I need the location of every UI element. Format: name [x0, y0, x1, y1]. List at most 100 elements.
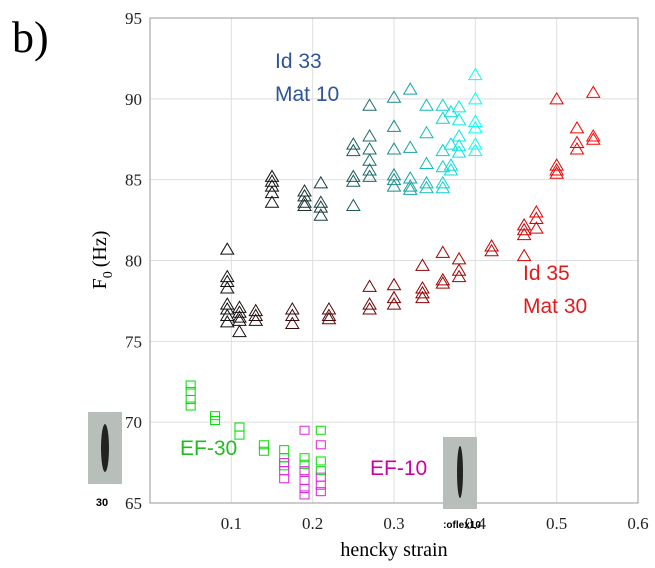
triangle-marker [248, 313, 264, 326]
triangle-marker [435, 180, 451, 194]
triangle-marker [362, 302, 377, 315]
triangle-marker [435, 159, 451, 173]
triangle-marker [467, 91, 483, 105]
square-marker [258, 446, 269, 456]
triangle-marker [402, 171, 418, 184]
triangle-marker [415, 285, 430, 299]
x-axis-label: hencky strain [340, 539, 447, 561]
triangle-marker [386, 172, 402, 186]
triangle-marker [264, 185, 280, 199]
square-marker [185, 395, 196, 405]
triangle-marker [264, 169, 280, 182]
triangle-marker [362, 279, 377, 292]
y-label-unit: (Hz) [89, 231, 111, 268]
triangle-marker [451, 112, 467, 126]
triangle-marker [443, 137, 459, 150]
triangle-marker [219, 308, 235, 321]
x-tick-label: 0.1 [221, 514, 242, 533]
triangle-marker [549, 162, 565, 176]
triangle-marker [297, 198, 312, 212]
triangle-marker [402, 182, 418, 195]
square-marker [234, 422, 245, 432]
triangle-marker [362, 162, 377, 176]
triangle-marker [415, 290, 430, 304]
triangle-marker [419, 98, 434, 111]
triangle-marker [451, 263, 467, 276]
triangle-marker [549, 166, 565, 179]
triangle-marker [313, 195, 329, 208]
triangle-marker [415, 281, 430, 294]
triangle-marker [484, 238, 499, 252]
square-marker [315, 456, 326, 466]
triangle-marker [321, 308, 337, 321]
thumbnail-caption: 30 [96, 497, 108, 509]
triangle-marker [451, 138, 467, 152]
square-marker [299, 490, 310, 500]
series-label: Id 35 [523, 262, 570, 285]
triangle-marker [232, 313, 247, 326]
triangle-marker [345, 143, 361, 157]
triangle-marker [415, 258, 430, 271]
y-tick-label: 85 [125, 171, 142, 190]
triangle-marker [516, 222, 532, 236]
triangle-marker [248, 303, 264, 317]
triangle-marker [284, 308, 300, 321]
triangle-marker [419, 125, 434, 139]
triangle-marker [362, 141, 377, 155]
square-marker [279, 453, 290, 463]
triangle-marker [435, 143, 451, 157]
triangle-marker [232, 324, 247, 338]
triangle-marker [313, 200, 329, 213]
y-tick-label: 65 [125, 494, 142, 513]
triangle-marker [284, 302, 300, 315]
thumbnail-caption: :oflex10 [443, 520, 481, 531]
triangle-marker [516, 248, 532, 262]
triangle-marker [569, 120, 585, 134]
triangle-marker [219, 314, 235, 328]
triangle-marker [451, 145, 467, 158]
square-marker [279, 458, 290, 468]
triangle-marker [528, 211, 544, 224]
triangle-marker [528, 221, 544, 234]
triangle-marker [321, 302, 337, 315]
triangle-marker [219, 302, 235, 315]
square-marker [315, 425, 326, 435]
triangle-marker [585, 132, 601, 145]
square-marker [299, 453, 310, 463]
triangle-marker [345, 174, 361, 187]
triangle-marker [435, 111, 451, 124]
triangle-marker [321, 311, 337, 325]
triangle-marker [313, 175, 329, 189]
series-label: EF-10 [370, 457, 427, 480]
square-marker [279, 461, 290, 471]
square-marker [299, 425, 310, 435]
square-marker [315, 466, 326, 476]
triangle-marker [362, 153, 377, 166]
triangle-marker [402, 82, 418, 95]
y-axis-label: F0 (Hz) [89, 231, 116, 290]
triangle-marker [569, 135, 585, 148]
square-marker [185, 401, 196, 411]
triangle-marker [451, 129, 467, 142]
triangle-marker [467, 67, 483, 81]
thumbnails: 30 :oflex10 [88, 412, 481, 531]
triangle-marker [443, 162, 459, 176]
triangle-marker [443, 104, 459, 118]
square-marker [279, 445, 290, 455]
triangle-marker [362, 297, 377, 310]
square-marker [185, 380, 196, 390]
triangle-marker [264, 179, 280, 192]
square-marker [258, 440, 269, 450]
triangle-marker [569, 141, 585, 155]
series-label: EF-30 [180, 437, 237, 460]
triangle-marker [264, 195, 280, 208]
triangle-marker [419, 156, 434, 169]
triangle-marker [516, 227, 532, 241]
square-marker [210, 411, 221, 421]
y-tick-label: 90 [125, 90, 142, 109]
triangle-marker [297, 195, 312, 208]
square-marker [299, 466, 310, 476]
triangle-marker [435, 276, 451, 289]
triangle-marker [435, 245, 451, 258]
square-marker [315, 487, 326, 497]
